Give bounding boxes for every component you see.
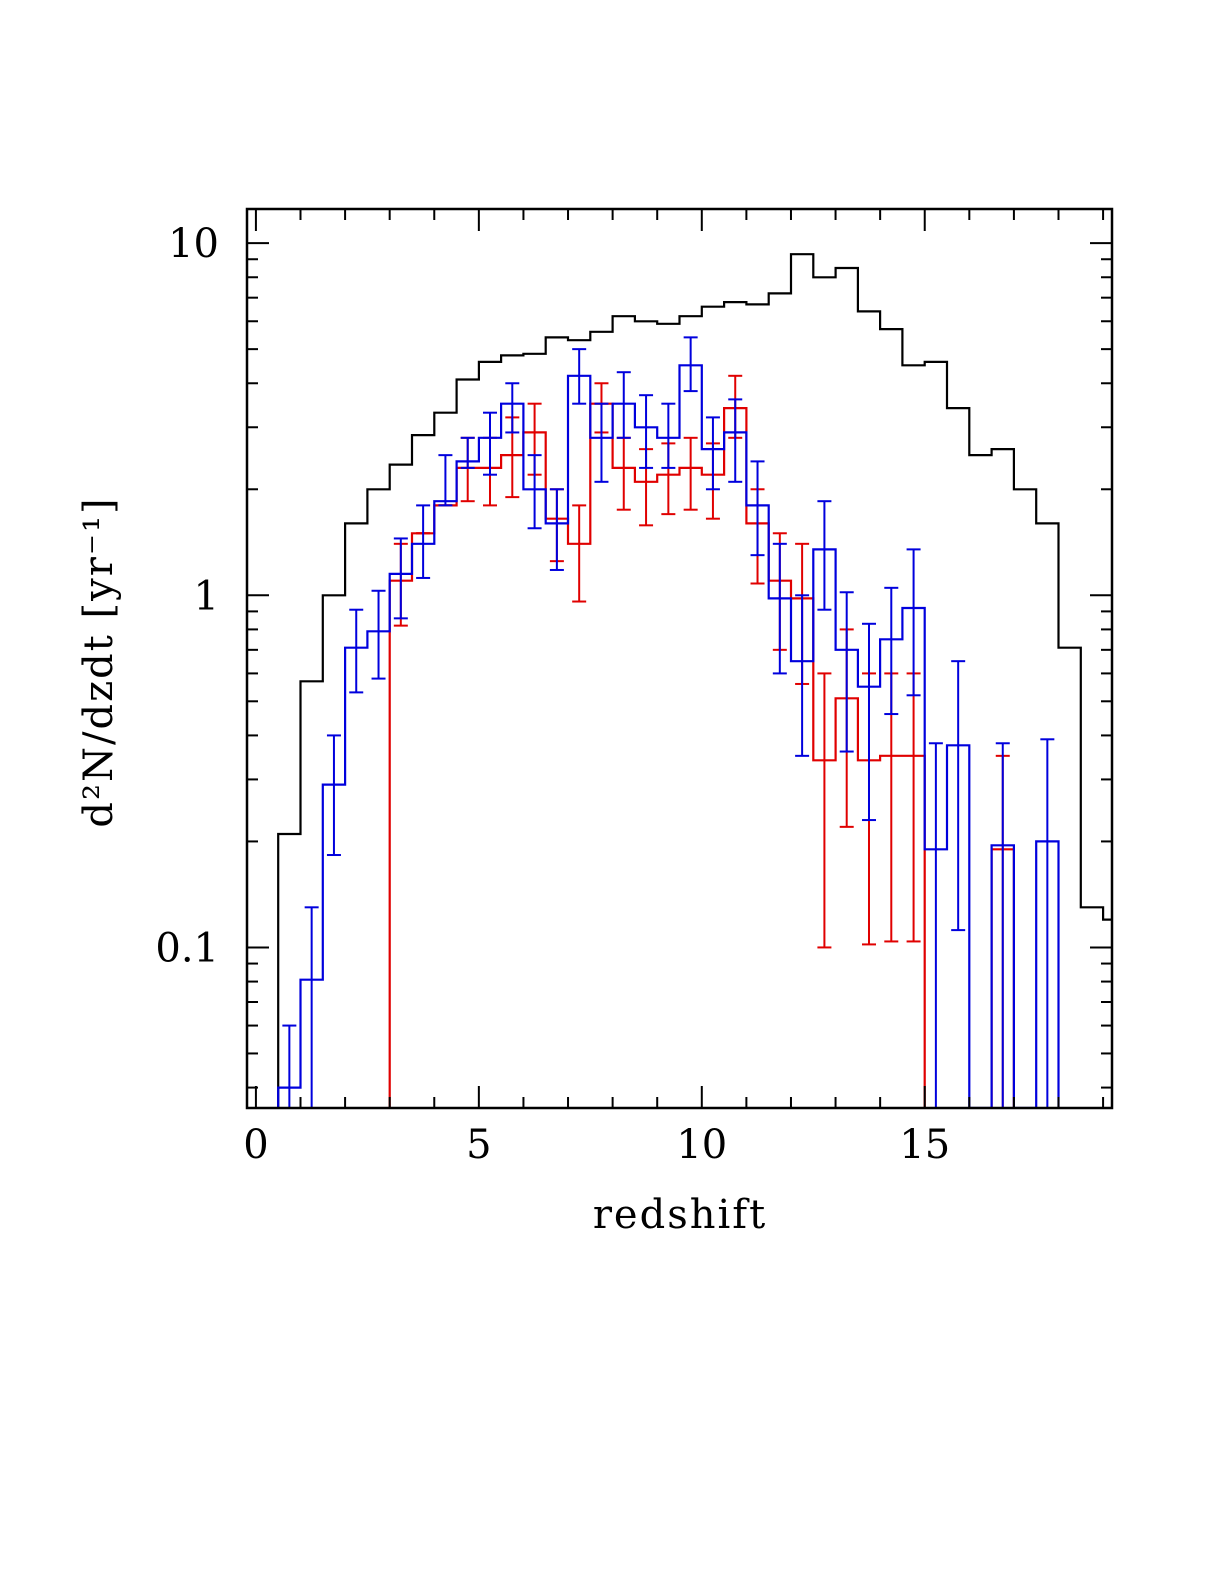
error-bar [906, 672, 921, 943]
error-bar [705, 416, 720, 491]
error-bar [460, 436, 475, 469]
error-bar [683, 436, 698, 511]
x-tick-label: 5 [466, 1122, 491, 1168]
error-bar [750, 460, 765, 557]
error-bar [505, 382, 520, 434]
error-bar [483, 411, 498, 476]
error-bar [416, 504, 431, 579]
error-bar [438, 454, 453, 507]
error-bar [393, 537, 408, 620]
series-blue [277, 336, 1060, 1108]
plot-content [277, 253, 1112, 1108]
series-red-step-line [388, 402, 1015, 1108]
y-tick-label: 0.1 [155, 925, 219, 971]
axes: 0 5 10 15 0.1 1 10 [155, 207, 1114, 1168]
error-bar [839, 591, 854, 753]
error-bar [661, 402, 676, 469]
error-bar [861, 622, 876, 822]
error-bar [995, 742, 1010, 1108]
y-tick-label: 10 [168, 221, 219, 267]
error-bar [326, 734, 341, 857]
error-bar [928, 742, 943, 1108]
error-bar [594, 402, 609, 483]
y-tick-label: 1 [194, 573, 219, 619]
y-axis-ticks [247, 242, 1112, 1089]
error-bar [349, 608, 364, 694]
x-tick-label: 15 [899, 1122, 950, 1168]
error-bar [1040, 738, 1055, 1108]
error-bar [572, 348, 587, 405]
plot-frame [245, 207, 1114, 1110]
error-bar [817, 500, 832, 611]
x-axis-title: redshift [593, 1192, 767, 1238]
error-bar [772, 542, 787, 675]
error-bar [906, 548, 921, 697]
error-bar [371, 589, 386, 680]
error-bar [639, 394, 654, 469]
x-axis-tick-labels: 0 5 10 15 [243, 1122, 950, 1168]
error-bar [884, 586, 899, 716]
error-bar [795, 594, 810, 757]
error-bar [527, 454, 542, 530]
error-bar [728, 398, 743, 483]
y-axis-tick-labels: 0.1 1 10 [155, 221, 219, 971]
error-bar [951, 660, 966, 932]
series-total [277, 253, 1112, 1108]
error-bar [282, 1024, 297, 1108]
x-tick-label: 0 [243, 1122, 268, 1168]
series-red [388, 374, 1015, 1108]
error-bar [817, 672, 832, 949]
error-bar [683, 336, 698, 393]
error-bar [572, 504, 587, 603]
x-axis-ticks [254, 209, 1105, 1108]
error-bar [304, 906, 319, 1108]
error-bar [549, 488, 564, 571]
series-total-step-line [277, 253, 1112, 1108]
x-tick-label: 10 [676, 1122, 727, 1168]
error-bar [616, 436, 631, 511]
y-axis-title: d²N/dzdt [yr⁻¹] [76, 496, 122, 827]
error-bar [616, 371, 631, 439]
